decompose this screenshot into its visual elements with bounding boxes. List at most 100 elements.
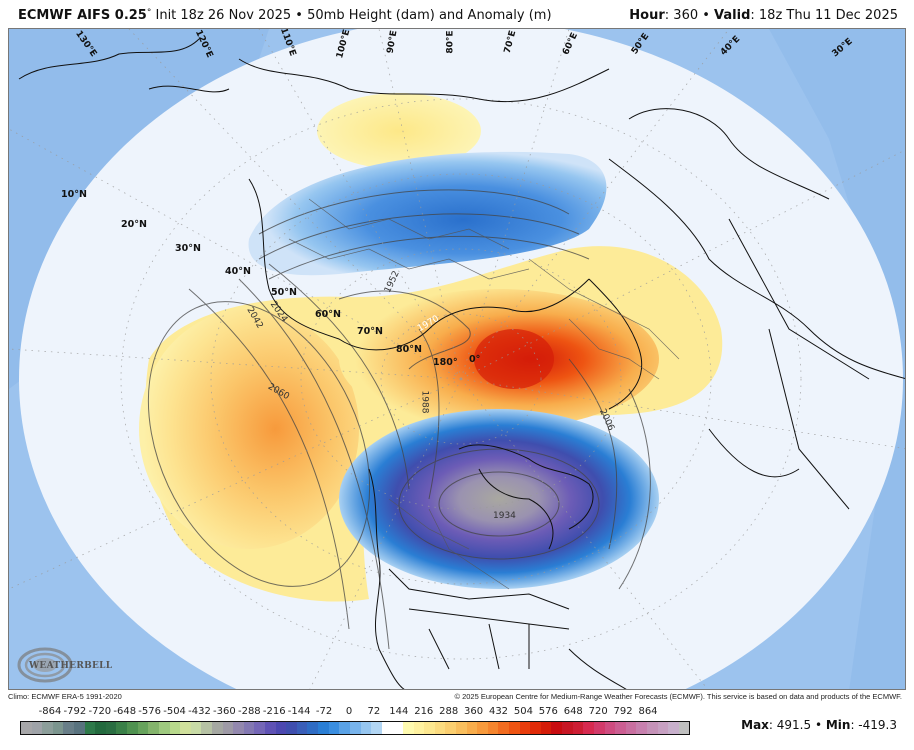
colorbar-swatch [127,722,138,734]
min-value: : -419.3 [850,718,897,732]
colorbar-swatch [413,722,425,734]
map-canvas [9,29,905,689]
colorbar-tick-label: 576 [538,706,558,717]
polar-map[interactable]: 10°N 20°N 30°N 40°N 50°N 60°N 70°N 80°N … [8,28,906,690]
colorbar-tick-label: 72 [367,706,381,717]
lon-label-80e: 80°E [445,30,456,54]
climo-credit: Climo: ECMWF ERA-5 1991-2020 [8,692,122,701]
colorbar-swatch [169,722,181,734]
colorbar-swatch [265,722,276,734]
colorbar-swatch [530,722,541,734]
colorbar-tick-label: -864 [38,706,62,717]
colorbar-swatch [668,722,679,734]
colorbar-tick-label: -504 [163,706,186,717]
lon-label-0: 0° [469,354,481,365]
colorbar-tick-label: -144 [287,706,311,717]
colorbar-tick-label: 720 [588,706,608,717]
colorbar [20,721,690,735]
colorbar-swatch [254,722,266,734]
colorbar-tick-label: 216 [414,706,434,717]
lat-label-60n: 60°N [315,309,341,320]
colorbar-swatch [31,722,43,734]
lat-label-70n: 70°N [357,326,383,337]
colorbar-ticks: -864 -792 -720 -648 -576 -504 -432 -360 -288 -216… [20,706,690,720]
colorbar-swatch [657,722,669,734]
colorbar-tick-label: 360 [464,706,484,717]
colorbar-swatch [540,722,552,734]
copyright-credit: © 2025 European Centre for Medium-Range … [454,692,902,701]
colorbar-swatch [42,722,53,734]
colorbar-swatch [455,722,467,734]
colorbar-swatch [52,722,64,734]
colorbar-swatch [328,722,340,734]
product-name: 50mb Height (dam) and Anomaly (m) [307,8,552,23]
model-name: ECMWF AIFS 0.25 [18,8,147,23]
colorbar-swatch [21,722,32,734]
colorbar-swatch [678,722,690,734]
colorbar-swatch [615,722,626,734]
lat-label-10n: 10°N [61,189,87,200]
colorbar-tick-label: 432 [488,706,509,717]
colorbar-swatch [487,722,499,734]
colorbar-swatch [201,722,212,734]
colorbar-swatch [339,722,350,734]
colorbar-swatch [211,722,223,734]
max-value: : 491.5 [768,718,812,732]
map-header: ECMWF AIFS 0.25° Init 18z 26 Nov 2025 • … [0,0,914,28]
colorbar-swatch [381,722,393,734]
colorbar-swatch [286,722,297,734]
colorbar-tick-label: -216 [262,706,286,717]
contour-label-1934: 1934 [493,511,516,521]
colorbar-swatch [498,722,510,734]
colorbar-swatch [307,722,319,734]
colorbar-swatch [233,722,244,734]
colorbar-swatch [360,722,372,734]
colorbar-swatch [137,722,149,734]
colorbar-swatch [74,722,85,734]
colorbar-tick-label: -72 [315,706,333,717]
colorbar-swatch [296,722,308,734]
colorbar-swatch [466,722,478,734]
colorbar-swatch [95,722,106,734]
lat-label-20n: 20°N [121,219,147,230]
colorbar-swatch [572,722,584,734]
colorbar-swatch [604,722,616,734]
colorbar-legend: -864 -792 -720 -648 -576 -504 -432 -360 -288 -216… [20,706,690,746]
colorbar-swatch [434,722,446,734]
colorbar-tick-label: -648 [113,706,137,717]
lat-label-50n: 50°N [271,287,297,298]
colorbar-tick-label: -432 [188,706,211,717]
credits-bar: Climo: ECMWF ERA-5 1991-2020 © 2025 Euro… [0,691,914,703]
colorbar-swatch [84,722,96,734]
colorbar-swatch [158,722,170,734]
colorbar-tick-label: -360 [213,706,236,717]
colorbar-swatch [371,722,382,734]
colorbar-swatch [349,722,361,734]
colorbar-tick-label: -720 [88,706,112,717]
colorbar-swatch [318,722,329,734]
lat-label-80n: 80°N [396,344,422,355]
colorbar-swatch [392,722,403,734]
colorbar-swatch [222,722,234,734]
colorbar-swatch [180,722,191,734]
colorbar-tick-label: -288 [237,706,261,717]
colorbar-swatch [646,722,658,734]
colorbar-tick-label: -792 [63,706,87,717]
colorbar-tick-label: 864 [638,706,658,717]
colorbar-swatch [509,722,520,734]
colorbar-swatch [636,722,647,734]
colorbar-swatch [63,722,75,734]
colorbar-swatch [625,722,637,734]
colorbar-swatch [519,722,531,734]
contour-label-1988: 1988 [419,390,430,414]
header-title: ECMWF AIFS 0.25° Init 18z 26 Nov 2025 • … [18,8,552,23]
colorbar-swatch [562,722,573,734]
colorbar-swatch [593,722,605,734]
valid-time: : 18z Thu 11 Dec 2025 [750,8,898,23]
colorbar-swatch [477,722,488,734]
max-min-stats: Max: 491.5 • Min: -419.3 [741,718,897,732]
colorbar-swatch [243,722,255,734]
lat-label-30n: 30°N [175,243,201,254]
colorbar-tick-label: 288 [439,706,459,717]
colorbar-tick-label: 0 [345,706,353,717]
